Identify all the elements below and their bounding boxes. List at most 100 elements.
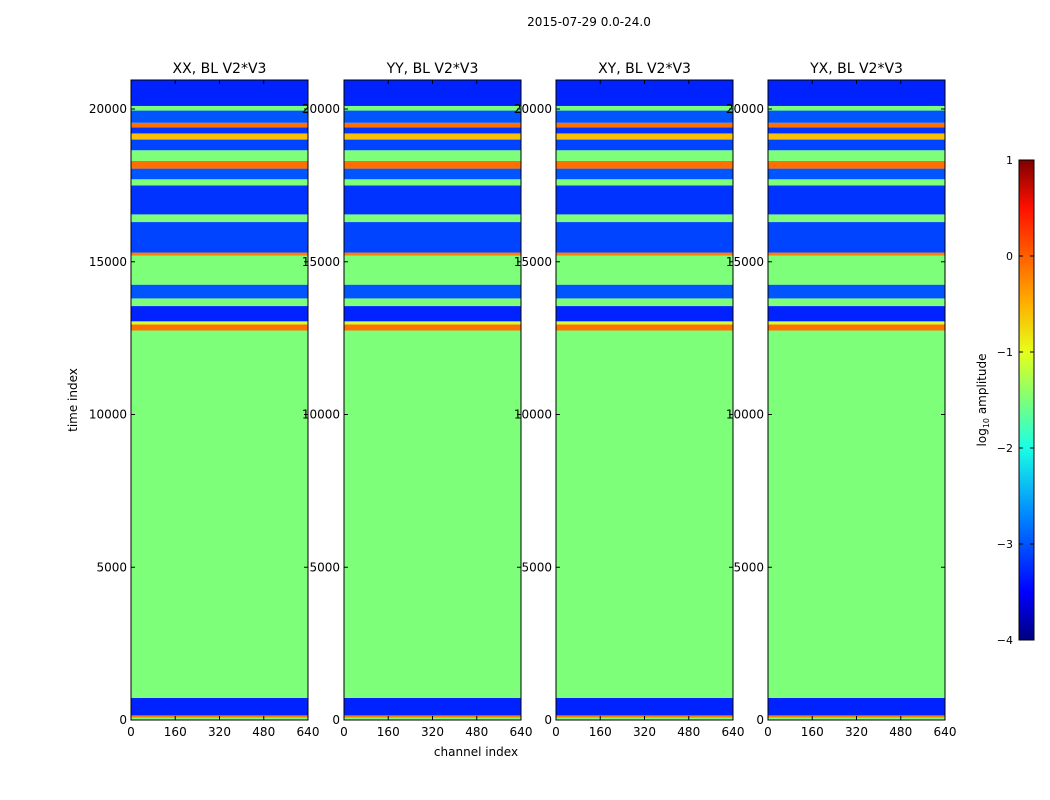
- x-tick-label: 0: [340, 725, 348, 739]
- heatmap-band: [768, 284, 945, 299]
- heatmap-band: [344, 168, 521, 180]
- y-tick-label: 5000: [733, 560, 764, 574]
- colorbar-tick-label: −3: [997, 538, 1013, 551]
- x-tick-label: 320: [845, 725, 868, 739]
- x-tick-label: 640: [722, 725, 745, 739]
- panel-title: YY, BL V2*V3: [386, 61, 479, 77]
- heatmap-band: [131, 179, 308, 186]
- heatmap-band: [131, 330, 308, 699]
- heatmap-band: [344, 110, 521, 123]
- colorbar-label: log10 amplitude: [975, 354, 991, 447]
- heatmap-band: [344, 139, 521, 151]
- x-tick-label: 0: [127, 725, 135, 739]
- heatmap-band: [556, 133, 733, 140]
- heatmap-band: [131, 306, 308, 322]
- heatmap-band: [768, 160, 945, 169]
- heatmap-band: [556, 110, 733, 123]
- y-tick-label: 20000: [514, 102, 552, 116]
- panel-3: XY, BL V2*V3 0 160 320 480 640 0 5000 10000 15000…: [514, 61, 745, 739]
- colorbar-tick-label: −2: [997, 442, 1013, 455]
- heatmap-band: [768, 185, 945, 215]
- heatmap-band: [344, 252, 521, 256]
- heatmap-band: [131, 284, 308, 299]
- colorbar-gradient: [1018, 159, 1035, 641]
- x-tick-label: 320: [208, 725, 231, 739]
- heatmap-band: [131, 168, 308, 180]
- heatmap-band: [768, 150, 945, 161]
- heatmap-band: [344, 127, 521, 134]
- y-tick-label: 10000: [302, 408, 340, 422]
- heatmap-band: [556, 306, 733, 322]
- heatmap-band: [556, 321, 733, 325]
- colorbar: 1 0 −1 −2 −3 −4: [997, 154, 1035, 647]
- heatmap-band: [131, 298, 308, 307]
- colorbar-label-prefix: log: [975, 428, 989, 446]
- y-tick-label: 15000: [302, 255, 340, 269]
- heatmap-band: [556, 160, 733, 169]
- y-tick-label: 20000: [726, 102, 764, 116]
- x-tick-label: 480: [677, 725, 700, 739]
- heatmap-band: [344, 222, 521, 253]
- heatmap-band: [556, 185, 733, 215]
- x-tick-label: 160: [377, 725, 400, 739]
- x-tick-label: 0: [764, 725, 772, 739]
- heatmap-band: [131, 698, 308, 716]
- y-tick-label: 5000: [309, 560, 340, 574]
- x-tick-label: 160: [801, 725, 824, 739]
- heatmap-band: [768, 222, 945, 253]
- heatmap-band: [768, 139, 945, 151]
- colorbar-label-suffix: amplitude: [975, 354, 989, 418]
- y-tick-label: 5000: [96, 560, 127, 574]
- x-tick-label: 160: [164, 725, 187, 739]
- heatmap-band: [768, 214, 945, 223]
- colorbar-tick-label: −1: [997, 346, 1013, 359]
- heatmap-band: [131, 185, 308, 215]
- heatmap-band: [556, 179, 733, 186]
- heatmap-band: [344, 306, 521, 322]
- heatmap-band: [556, 284, 733, 299]
- y-tick-label: 15000: [89, 255, 127, 269]
- colorbar-tick-label: 1: [1006, 154, 1013, 167]
- heatmap-band: [768, 298, 945, 307]
- x-tick-label: 160: [589, 725, 612, 739]
- heatmap-band: [344, 160, 521, 169]
- y-tick-label: 0: [756, 713, 764, 727]
- heatmap-band: [131, 122, 308, 128]
- heatmap-band: [556, 139, 733, 151]
- heatmap-band: [344, 179, 521, 186]
- heatmap-band: [768, 324, 945, 331]
- y-tick-label: 15000: [726, 255, 764, 269]
- y-tick-label: 20000: [89, 102, 127, 116]
- heatmap-band: [768, 105, 945, 111]
- heatmap-band: [344, 698, 521, 716]
- heatmap-band: [556, 80, 733, 106]
- x-tick-label: 0: [552, 725, 560, 739]
- heatmap-band: [556, 252, 733, 256]
- heatmap-band: [344, 214, 521, 223]
- panel-title: XX, BL V2*V3: [173, 61, 267, 77]
- heatmap-band: [344, 324, 521, 331]
- x-tick-label: 640: [297, 725, 320, 739]
- heatmap-band: [556, 214, 733, 223]
- panel-title: YX, BL V2*V3: [809, 61, 903, 77]
- heatmap-band: [131, 80, 308, 106]
- heatmap-band: [131, 255, 308, 285]
- heatmap-band: [556, 127, 733, 134]
- y-tick-label: 10000: [514, 408, 552, 422]
- heatmap-band: [556, 255, 733, 285]
- x-tick-label: 480: [465, 725, 488, 739]
- panel-1: XX, BL V2*V3 0 160 320 480 640 0 5000 10000 15000…: [89, 61, 320, 739]
- heatmap-band: [768, 127, 945, 134]
- heatmap-band: [768, 698, 945, 716]
- colorbar-tick-label: 0: [1006, 250, 1013, 263]
- heatmap-band: [131, 214, 308, 223]
- x-axis-label: channel index: [434, 745, 518, 759]
- heatmap-band: [556, 168, 733, 180]
- y-tick-label: 0: [332, 713, 340, 727]
- heatmap-band: [556, 150, 733, 161]
- heatmap-band: [131, 110, 308, 123]
- heatmap-band: [131, 160, 308, 169]
- panel-4: YX, BL V2*V3 0 160 320 480 640 0 5000 10000 15000…: [726, 61, 957, 739]
- heatmap-band: [344, 298, 521, 307]
